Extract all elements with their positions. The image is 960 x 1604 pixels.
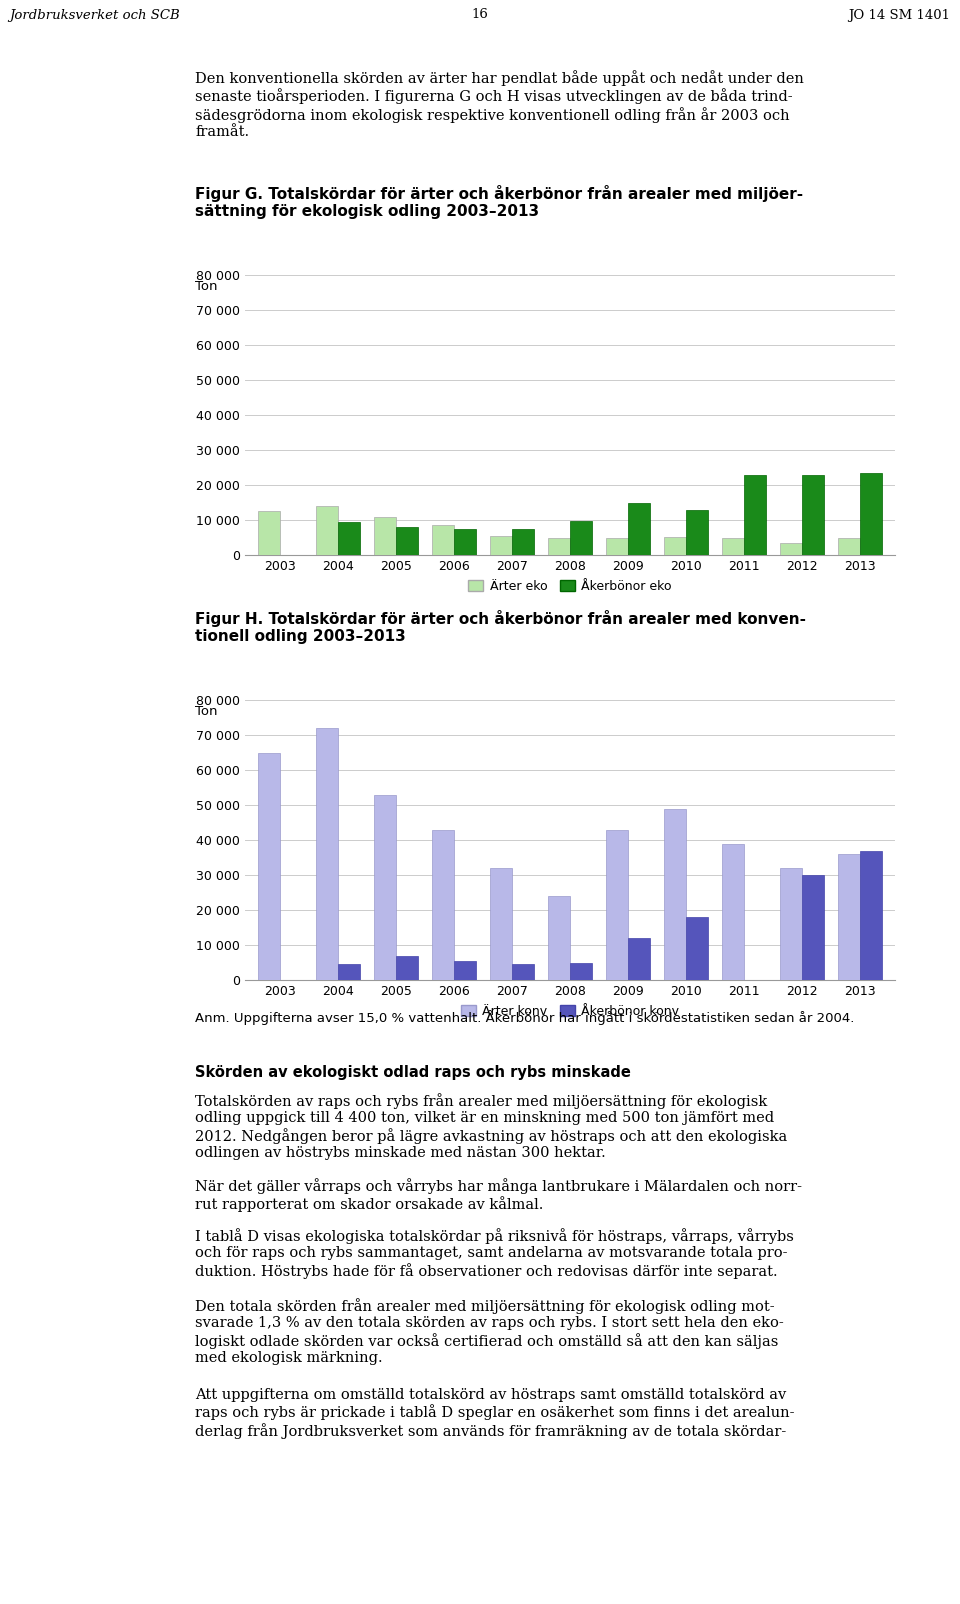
Bar bbox=[744, 475, 766, 555]
Text: I tablå D visas ekologiska totalskördar på riksnivå för höstraps, vårraps, vårry: I tablå D visas ekologiska totalskördar … bbox=[195, 1229, 794, 1278]
Bar bbox=[664, 537, 686, 555]
Bar bbox=[722, 539, 744, 555]
Bar bbox=[258, 752, 279, 980]
Bar bbox=[628, 502, 650, 555]
Bar bbox=[454, 529, 476, 555]
Bar bbox=[780, 542, 803, 555]
Bar bbox=[548, 539, 570, 555]
Text: Den konventionella skörden av ärter har pendlat både uppåt och nedåt under den
s: Den konventionella skörden av ärter har … bbox=[195, 71, 804, 140]
Bar bbox=[258, 512, 279, 555]
Bar bbox=[338, 521, 360, 555]
Bar bbox=[838, 537, 860, 555]
Text: Figur H. Totalskördar för ärter och åkerbönor från arealer med konven-
tionell o: Figur H. Totalskördar för ärter och åker… bbox=[195, 610, 806, 645]
Bar bbox=[664, 808, 686, 980]
Bar bbox=[432, 525, 454, 555]
Bar bbox=[606, 829, 628, 980]
Text: Figur G. Totalskördar för ärter och åkerbönor från arealer med miljöer-
sättning: Figur G. Totalskördar för ärter och åker… bbox=[195, 184, 804, 220]
Text: När det gäller vårraps och vårrybs har många lantbrukare i Mälardalen och norr-
: När det gäller vårraps och vårrybs har m… bbox=[195, 1177, 802, 1213]
Bar bbox=[512, 529, 534, 555]
Bar bbox=[838, 853, 860, 980]
Bar bbox=[686, 510, 708, 555]
Bar bbox=[686, 917, 708, 980]
Legend: Ärter konv, Åkerbönor konv: Ärter konv, Åkerbönor konv bbox=[456, 999, 684, 1023]
Bar bbox=[512, 964, 534, 980]
Text: Ton: Ton bbox=[195, 706, 218, 719]
Bar bbox=[570, 962, 592, 980]
Text: Totalskörden av raps och rybs från arealer med miljöersättning för ekologisk
odl: Totalskörden av raps och rybs från areal… bbox=[195, 1092, 787, 1160]
Bar bbox=[803, 876, 825, 980]
Text: 16: 16 bbox=[471, 8, 489, 21]
Bar bbox=[860, 473, 882, 555]
Bar bbox=[606, 537, 628, 555]
Bar bbox=[432, 829, 454, 980]
Text: Den totala skörden från arealer med miljöersättning för ekologisk odling mot-
sv: Den totala skörden från arealer med milj… bbox=[195, 1298, 783, 1365]
Bar bbox=[803, 475, 825, 555]
Bar bbox=[454, 961, 476, 980]
Bar bbox=[316, 505, 338, 555]
Text: Skörden av ekologiskt odlad raps och rybs minskade: Skörden av ekologiskt odlad raps och ryb… bbox=[195, 1065, 631, 1079]
Text: Jordbruksverket och SCB: Jordbruksverket och SCB bbox=[10, 8, 180, 21]
Bar bbox=[338, 964, 360, 980]
Bar bbox=[722, 844, 744, 980]
Bar bbox=[373, 794, 396, 980]
Bar bbox=[373, 516, 396, 555]
Bar bbox=[570, 521, 592, 555]
Bar bbox=[316, 728, 338, 980]
Bar bbox=[396, 956, 418, 980]
Text: Ton: Ton bbox=[195, 281, 218, 294]
Bar bbox=[490, 868, 512, 980]
Text: JO 14 SM 1401: JO 14 SM 1401 bbox=[849, 8, 950, 21]
Bar bbox=[548, 897, 570, 980]
Legend: Ärter eko, Åkerbönor eko: Ärter eko, Åkerbönor eko bbox=[464, 574, 677, 598]
Bar bbox=[490, 536, 512, 555]
Bar bbox=[628, 938, 650, 980]
Bar bbox=[780, 868, 803, 980]
Bar bbox=[396, 528, 418, 555]
Text: Att uppgifterna om omställd totalskörd av höstraps samt omställd totalskörd av
r: Att uppgifterna om omställd totalskörd a… bbox=[195, 1387, 795, 1439]
Bar bbox=[860, 850, 882, 980]
Text: Anm. Uppgifterna avser 15,0 % vattenhalt. Åkerbönor har ingått i skördestatistik: Anm. Uppgifterna avser 15,0 % vattenhalt… bbox=[195, 1011, 854, 1025]
